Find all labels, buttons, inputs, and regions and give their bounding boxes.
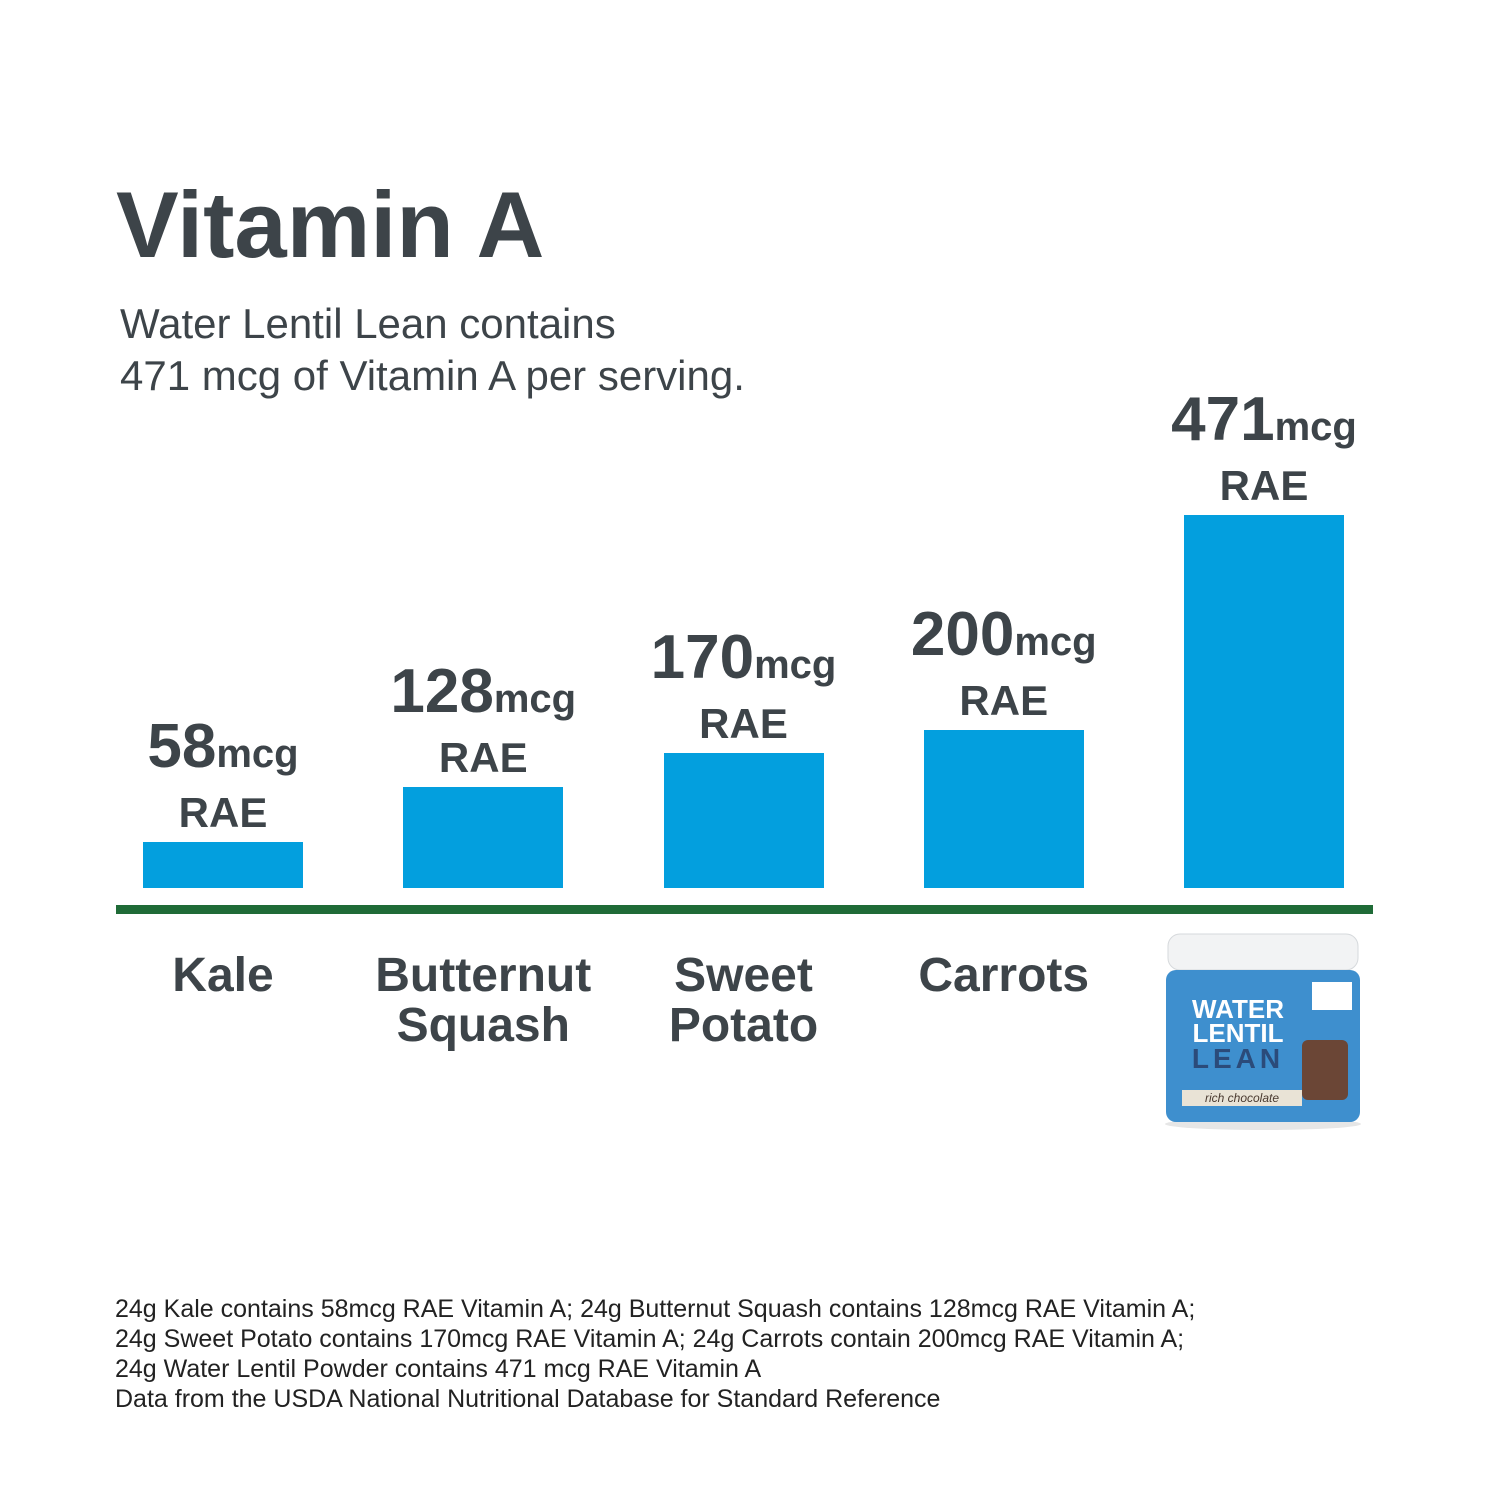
value-basis: RAE: [959, 676, 1049, 724]
value-unit: mcg: [754, 643, 837, 688]
x-tick-label: Carrots: [918, 949, 1090, 1002]
value-basis: RAE: [438, 733, 528, 781]
data-label: 200mcg RAE: [854, 603, 1154, 726]
bar: [143, 842, 303, 888]
value-number: 170: [650, 623, 755, 693]
footnote: 24g Sweet Potato contains 170mcg RAE Vit…: [115, 1325, 1185, 1353]
value-number: 58: [147, 712, 217, 782]
subtitle: 471 mcg of Vitamin A per serving.: [120, 352, 745, 399]
footnote: 24g Kale contains 58mcg RAE Vitamin A; 2…: [115, 1295, 1196, 1323]
value-unit: mcg: [216, 732, 299, 777]
x-tick-label: Butternut Squash: [375, 949, 592, 1052]
value-number: 471: [1171, 384, 1275, 454]
value-unit: mcg: [1014, 619, 1097, 664]
product-text: LENTIL: [1193, 1018, 1284, 1048]
product-image: WATER LENTIL LEAN rich chocolate: [1165, 933, 1361, 1130]
value-number: 128: [390, 656, 494, 726]
bar: [1184, 514, 1344, 888]
product-text: LEAN: [1192, 1043, 1284, 1074]
chart-title: Vitamin A: [116, 172, 545, 277]
x-tick-label: Kale: [172, 949, 274, 1002]
bar: [663, 753, 824, 888]
value-number: 200: [910, 599, 1015, 669]
data-label: 58mcg RAE: [73, 716, 373, 838]
baseline: [116, 905, 1373, 914]
value-basis: RAE: [1219, 461, 1309, 509]
value-basis: RAE: [178, 789, 268, 837]
footnote: Data from the USDA National Nutritional …: [115, 1385, 941, 1413]
value-unit: mcg: [1274, 404, 1357, 449]
value-basis: RAE: [699, 700, 788, 748]
bar: [403, 786, 564, 888]
product-text: WATER: [1192, 994, 1284, 1024]
product-flavor: rich chocolate: [1205, 1091, 1279, 1105]
subtitle: Water Lentil Lean contains: [120, 300, 616, 347]
data-label: 128mcg RAE: [333, 660, 633, 783]
footnote: 24g Water Lentil Powder contains 471 mcg…: [115, 1355, 762, 1383]
x-tick-label: Sweet Potato: [668, 949, 819, 1052]
data-label: 471mcg RAE: [1114, 388, 1414, 511]
bar: [923, 729, 1084, 888]
data-label: 170mcg RAE: [594, 627, 894, 749]
value-unit: mcg: [493, 676, 577, 721]
